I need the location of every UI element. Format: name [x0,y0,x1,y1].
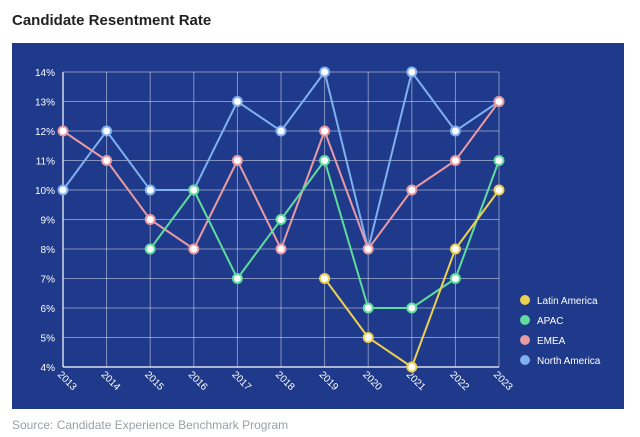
y-tick-label: 4% [41,363,56,374]
y-tick-label: 10% [35,186,55,197]
legend-label-emea: EMEA [537,336,566,347]
point-emea [275,243,287,255]
x-tick-label: 2017 [229,369,253,393]
point-emea [231,155,243,166]
legend-marker-apac [520,315,530,325]
y-tick-label: 6% [41,304,56,315]
y-tick-label: 14% [35,68,55,79]
legend-marker-latin-america [520,295,530,305]
line-chart: 4% 5% 6% 7% 8% 9% 10% 11% 12% 13% 14% 2013 2014 2015 2… [35,66,601,393]
point-north-america [144,184,156,196]
y-tick-label: 7% [41,275,56,286]
point-emea [144,214,156,225]
legend-marker-north-america [520,355,530,365]
x-tick-label: 2013 [55,369,79,393]
y-tick-label: 11% [36,157,55,168]
point-emea [101,155,113,166]
x-tick-label: 2019 [317,369,341,393]
y-tick-label: 5% [41,334,56,345]
point-emea [449,155,461,166]
y-tick-label: 13% [35,98,55,109]
point-apac [449,273,461,284]
point-latin-america [449,243,461,255]
x-tick-label: 2023 [491,369,515,393]
x-tick-label: 2016 [186,369,210,393]
point-latin-america [493,184,505,196]
point-latin-america [319,273,331,284]
point-emea [493,96,505,107]
point-apac [493,155,505,166]
x-tick-label: 2020 [360,369,384,393]
y-tick-label: 9% [41,216,56,227]
x-tick-label: 2022 [447,369,471,393]
point-emea [362,243,374,255]
chart-title: Candidate Resentment Rate [12,12,212,29]
point-north-america [231,96,243,107]
point-north-america [101,125,113,137]
point-apac [406,302,418,314]
legend-label-latin-america: Latin America [537,296,598,307]
point-emea [57,125,69,137]
point-north-america [319,66,331,78]
point-emea [319,125,331,137]
point-emea [406,184,418,196]
point-latin-america [362,332,374,343]
source-note: Source: Candidate Experience Benchmark P… [12,418,289,432]
point-apac [144,243,156,255]
legend-marker-emea [520,335,530,345]
x-tick-label: 2021 [404,369,428,393]
point-north-america [275,125,287,137]
x-tick-label: 2014 [99,369,123,393]
point-apac [319,155,331,166]
point-north-america [449,125,461,137]
point-north-america [406,66,418,78]
point-apac [362,302,374,314]
point-emea [188,243,200,255]
x-tick-label: 2015 [142,369,166,393]
legend-label-north-america: North America [537,356,601,367]
point-apac [275,214,287,225]
point-latin-america [406,361,418,373]
chart-panel: 4% 5% 6% 7% 8% 9% 10% 11% 12% 13% 14% 2013 2014 2015 2… [12,43,624,409]
x-tick-label: 2018 [273,369,297,393]
legend-label-apac: APAC [537,316,564,327]
y-tick-label: 8% [41,245,56,256]
point-north-america [57,184,69,196]
point-apac [188,184,200,196]
point-apac [231,273,243,284]
y-tick-label: 12% [35,127,55,138]
